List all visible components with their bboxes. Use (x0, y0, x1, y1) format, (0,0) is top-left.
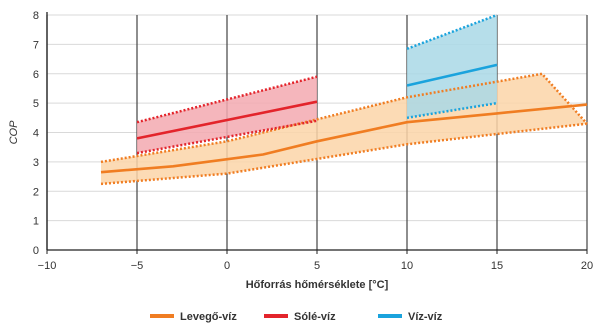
y-tick-label: 4 (33, 128, 39, 140)
x-tick-label: 20 (581, 260, 593, 272)
y-tick-label: 0 (33, 245, 39, 257)
tick-labels: 0 1 2 3 4 5 6 7 8 −10 −5 0 5 10 15 20 (33, 10, 593, 272)
series-3-line (406, 63, 498, 87)
y-tick-label: 5 (33, 98, 39, 110)
y-tick-label: 7 (33, 39, 39, 51)
y-tick-label: 8 (33, 10, 39, 22)
y-tick-label: 1 (33, 216, 39, 228)
x-tick-label: 5 (314, 260, 320, 272)
x-tick-label: −10 (38, 260, 57, 272)
series-2-line (136, 100, 318, 140)
x-tick-label: 10 (401, 260, 413, 272)
legend: Levegő-víz Sólé-víz Víz-víz (150, 311, 443, 323)
series-1-line (100, 103, 588, 174)
series-1-upper-bound (100, 72, 588, 164)
series-2-lower-bound (136, 119, 318, 155)
legend-label-2: Sólé-víz (294, 311, 336, 323)
y-tick-label: 3 (33, 157, 39, 169)
series-3-lower-bound (406, 101, 498, 120)
series-2-upper-bound (136, 75, 318, 124)
y-tick-label: 2 (33, 186, 39, 198)
range-bands (101, 15, 587, 184)
x-tick-label: 0 (224, 260, 230, 272)
x-axis-label: Hőforrás hőmérséklete [°C] (246, 279, 389, 291)
axes (46, 12, 588, 254)
y-tick-label: 6 (33, 69, 39, 81)
series-1-lower-bound (100, 122, 588, 186)
x-tick-label: 15 (491, 260, 503, 272)
y-axis-label: COP (8, 120, 20, 145)
series-3-band (407, 15, 497, 118)
series-2-band (137, 76, 317, 154)
x-tick-label: −5 (131, 260, 144, 272)
legend-label-1: Levegő-víz (180, 311, 237, 323)
series-3-upper-bound (406, 13, 498, 50)
legend-label-3: Víz-víz (408, 311, 443, 323)
series-lines (100, 13, 588, 186)
